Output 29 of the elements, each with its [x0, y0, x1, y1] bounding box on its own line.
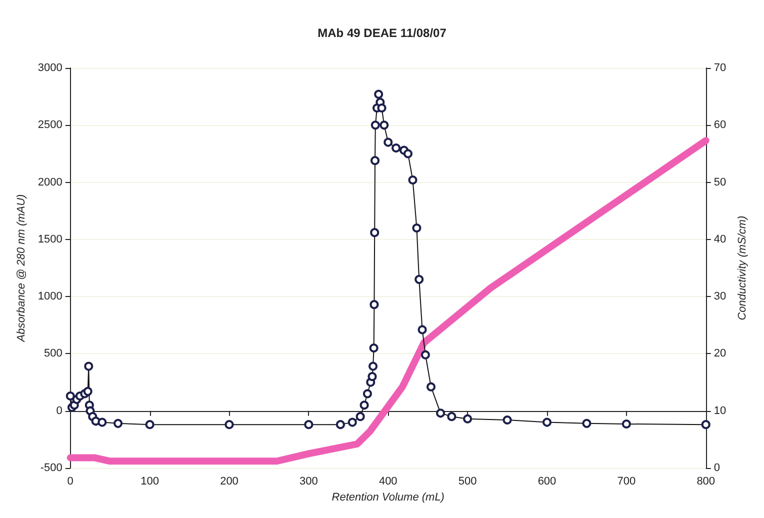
y-tick-label: 1500	[38, 233, 62, 246]
chart-title: MAb 49 DEAE 11/08/07	[318, 26, 447, 40]
y2-tick-label: 50	[714, 176, 726, 188]
x-tick-label: 300	[300, 476, 318, 488]
x-tick-label: 600	[538, 476, 556, 488]
y-axis-title: Absorbance @ 280 nm (mAU)	[16, 194, 28, 343]
y-tick-label: 1000	[38, 290, 62, 303]
y-tick-label: 0	[56, 404, 62, 417]
x-axis-title: Retention Volume (mL)	[332, 491, 445, 504]
y2-axis-title: Conductivity (mS/cm)	[736, 215, 748, 320]
y-tick-label: 2000	[38, 176, 62, 188]
y2-tick-label: 60	[714, 119, 726, 132]
y-tick-label: 2500	[38, 119, 62, 132]
x-tick-label: 400	[378, 476, 398, 488]
y2-tick-label: 30	[714, 290, 726, 303]
y2-tick-label: 0	[714, 462, 720, 474]
x-tick-label: 0	[67, 476, 74, 488]
y2-tick-label: 70	[714, 62, 726, 74]
x-tick-label: 700	[617, 476, 636, 488]
x-tick-label: 200	[220, 476, 238, 488]
y2-tick-label: 20	[714, 348, 726, 360]
y-tick-label: 3000	[38, 62, 62, 74]
y2-tick-label: 40	[714, 233, 726, 246]
y-tick-label: -500	[40, 462, 62, 474]
y2-tick-label: 10	[714, 404, 726, 417]
x-tick-label: 800	[696, 476, 716, 488]
y-tick-label: 500	[44, 348, 62, 360]
x-tick-label: 500	[458, 476, 477, 488]
x-tick-label: 100	[140, 476, 159, 488]
